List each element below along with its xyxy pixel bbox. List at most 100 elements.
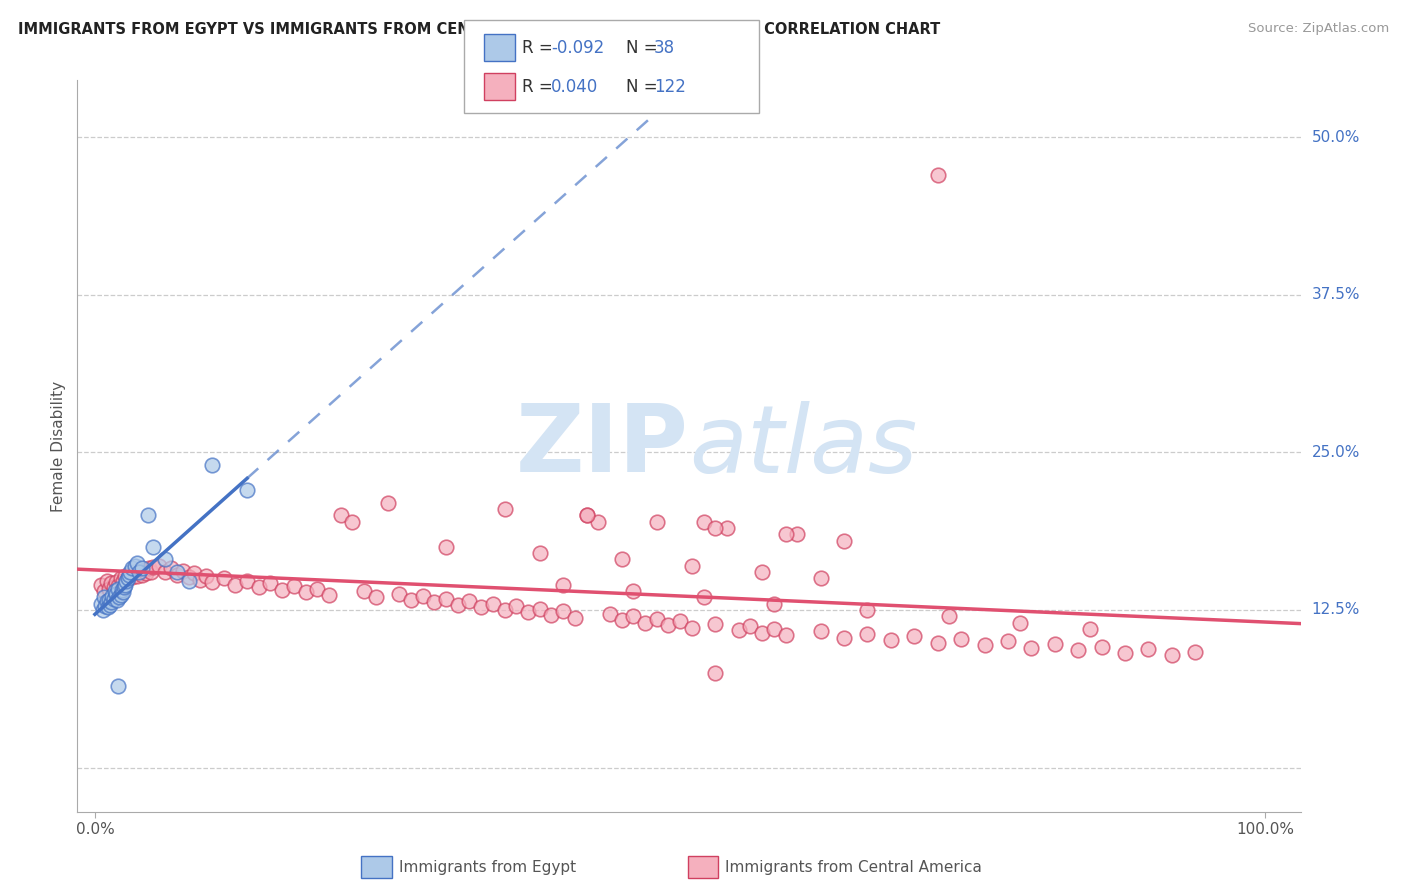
Point	[93, 584, 115, 599]
Point	[111, 585, 134, 599]
Point	[621, 609, 644, 624]
Point	[107, 579, 129, 593]
Point	[153, 565, 176, 579]
Text: 50.0%: 50.0%	[1312, 129, 1360, 145]
Point	[201, 458, 224, 472]
Point	[751, 565, 773, 579]
Point	[1067, 643, 1090, 657]
Point	[110, 588, 132, 602]
Point	[117, 571, 139, 585]
Point	[1114, 646, 1136, 660]
Point	[166, 565, 188, 579]
Point	[529, 546, 551, 560]
Point	[97, 592, 120, 607]
Point	[195, 569, 218, 583]
Point	[118, 565, 141, 579]
Point	[177, 574, 200, 588]
Point	[903, 629, 925, 643]
Point	[762, 597, 785, 611]
Point	[434, 540, 457, 554]
Point	[135, 566, 157, 581]
Point	[124, 565, 146, 579]
Point	[470, 600, 492, 615]
Point	[97, 582, 120, 596]
Text: 37.5%: 37.5%	[1312, 287, 1360, 302]
Point	[104, 586, 127, 600]
Point	[517, 606, 540, 620]
Point	[136, 508, 159, 523]
Text: Immigrants from Egypt: Immigrants from Egypt	[399, 860, 576, 874]
Point	[125, 556, 148, 570]
Point	[142, 540, 165, 554]
Point	[118, 567, 141, 582]
Point	[856, 603, 879, 617]
Point	[103, 591, 125, 606]
Point	[645, 612, 668, 626]
Point	[166, 567, 188, 582]
Point	[494, 603, 516, 617]
Point	[997, 634, 1019, 648]
Point	[111, 574, 134, 588]
Point	[124, 558, 146, 573]
Point	[101, 589, 124, 603]
Point	[399, 592, 422, 607]
Point	[139, 565, 162, 579]
Point	[645, 515, 668, 529]
Point	[482, 597, 505, 611]
Point	[153, 552, 176, 566]
Point	[112, 580, 135, 594]
Point	[110, 571, 132, 585]
Point	[1043, 637, 1066, 651]
Point	[832, 631, 855, 645]
Point	[586, 515, 609, 529]
Point	[128, 565, 150, 579]
Point	[434, 591, 457, 606]
Point	[318, 588, 340, 602]
Point	[505, 599, 527, 614]
Text: IMMIGRANTS FROM EGYPT VS IMMIGRANTS FROM CENTRAL AMERICA FEMALE DISABILITY CORRE: IMMIGRANTS FROM EGYPT VS IMMIGRANTS FROM…	[18, 22, 941, 37]
Text: ZIP: ZIP	[516, 400, 689, 492]
Point	[447, 598, 470, 612]
Point	[832, 533, 855, 548]
Point	[271, 582, 294, 597]
Point	[751, 625, 773, 640]
Point	[762, 622, 785, 636]
Point	[121, 561, 143, 575]
Point	[131, 567, 153, 582]
Text: 0.040: 0.040	[551, 78, 599, 95]
Point	[927, 168, 949, 182]
Point	[177, 570, 200, 584]
Text: 122: 122	[654, 78, 686, 95]
Point	[856, 627, 879, 641]
Point	[121, 570, 143, 584]
Point	[93, 591, 115, 605]
Point	[810, 624, 832, 639]
Point	[100, 595, 122, 609]
Point	[681, 621, 703, 635]
Point	[107, 679, 129, 693]
Point	[90, 597, 112, 611]
Point	[423, 595, 446, 609]
Point	[90, 578, 112, 592]
Point	[103, 580, 125, 594]
Text: 25.0%: 25.0%	[1312, 445, 1360, 459]
Text: N =: N =	[626, 78, 662, 95]
Point	[115, 574, 138, 588]
Point	[91, 603, 114, 617]
Text: R =: R =	[522, 39, 558, 57]
Point	[553, 604, 575, 618]
Point	[610, 552, 633, 566]
Point	[104, 575, 127, 590]
Point	[727, 623, 749, 637]
Point	[880, 633, 903, 648]
Point	[98, 598, 121, 612]
Point	[564, 610, 586, 624]
Point	[160, 561, 183, 575]
Point	[692, 515, 714, 529]
Point	[458, 594, 481, 608]
Point	[634, 615, 657, 630]
Point	[111, 582, 134, 597]
Point	[377, 496, 399, 510]
Point	[412, 589, 434, 603]
Point	[294, 585, 316, 599]
